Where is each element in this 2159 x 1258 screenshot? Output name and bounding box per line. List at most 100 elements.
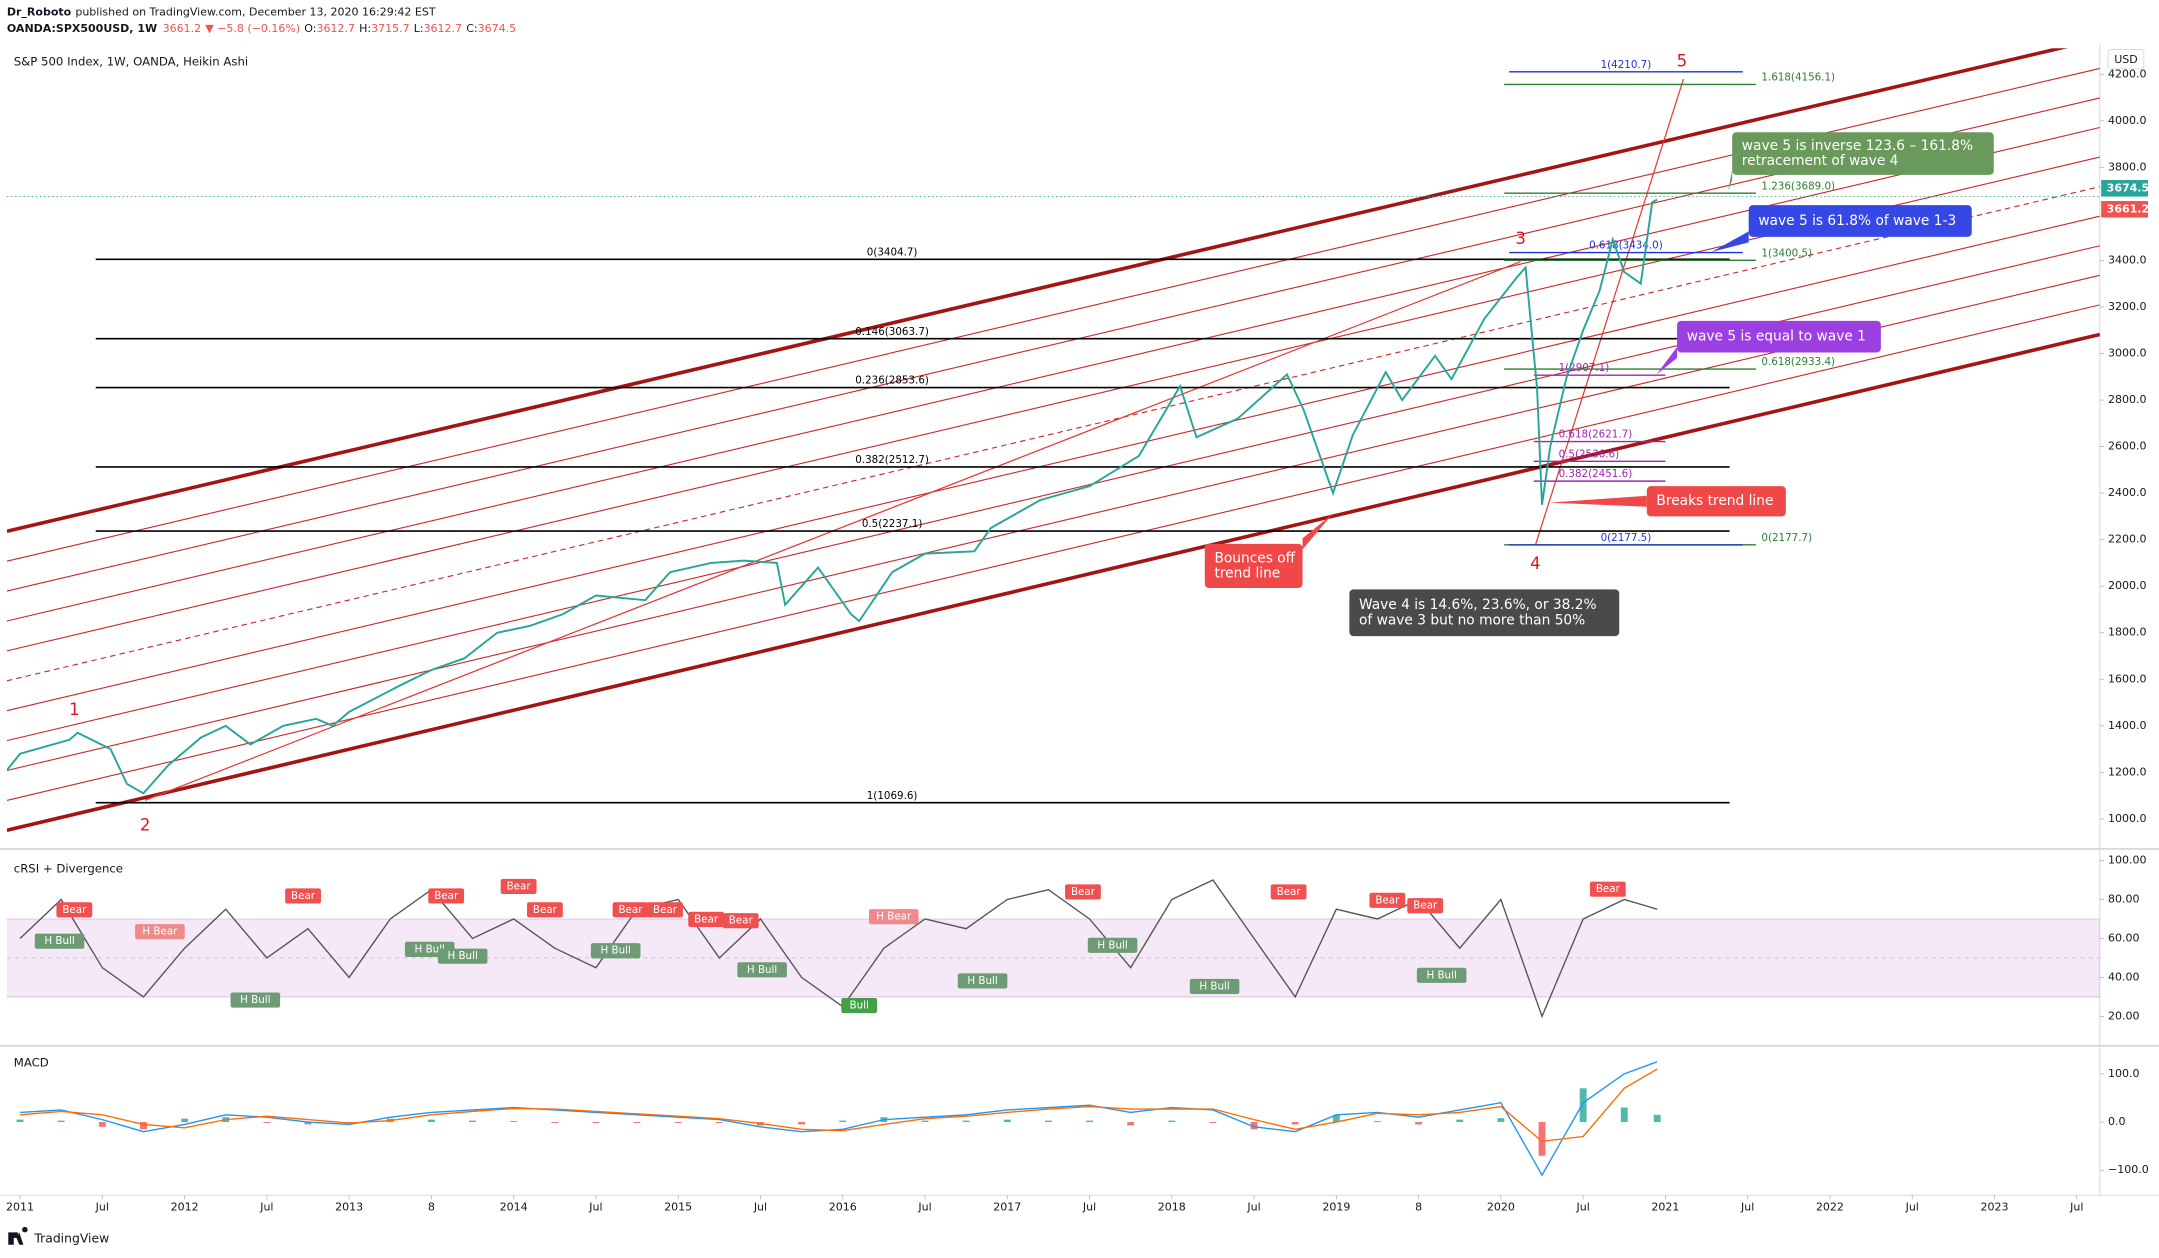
fib-label: 1(2907.1) <box>1559 362 1610 374</box>
ohlc-key: L: <box>414 22 424 35</box>
signal-label: H Bull <box>44 935 74 947</box>
histogram-bar <box>1579 1088 1587 1123</box>
macd-line <box>19 1068 1658 1143</box>
fib-label: 1.618(4156.1) <box>1761 72 1835 84</box>
callout-text: wave 5 is equal to wave 1 <box>1687 329 1866 345</box>
signal-label: Bear <box>62 904 87 916</box>
histogram-bar <box>1620 1107 1628 1123</box>
y-tick-label: 20.00 <box>2108 1009 2140 1022</box>
signal-box <box>135 924 185 940</box>
signal-label: Bear <box>1071 886 1096 898</box>
signal-box <box>647 902 683 918</box>
histogram-bar <box>181 1118 189 1123</box>
signal-label: H Bull <box>240 994 270 1006</box>
ohlc-key: C: <box>466 22 477 35</box>
x-tick-label: 2017 <box>993 1201 1021 1214</box>
histogram-bar <box>1653 1114 1661 1123</box>
symbol: OANDA:SPX500USD, 1W <box>7 22 157 35</box>
signal-label: Bear <box>1413 900 1438 912</box>
signal-label: H Bull <box>747 964 777 976</box>
signal-box <box>1065 884 1101 900</box>
fib-label: 1(4210.7) <box>1601 59 1652 71</box>
x-tick-label: Jul <box>1740 1201 1754 1214</box>
x-tick-label: Jul <box>259 1201 273 1214</box>
currency-box[interactable] <box>2107 49 2145 70</box>
price-tag <box>2101 201 2148 218</box>
pane-title: S&P 500 Index, 1W, OANDA, Heikin Ashi <box>14 54 248 68</box>
y-tick-label: 1200.0 <box>2108 765 2147 778</box>
histogram-bar <box>592 1122 600 1124</box>
y-tick-label: 3400.0 <box>2108 253 2147 266</box>
y-tick-label: 2400.0 <box>2108 486 2147 499</box>
fib-label: 1(3400.5) <box>1761 247 1812 259</box>
signal-box <box>590 943 641 959</box>
signal-label: H Bear <box>876 911 912 923</box>
histogram-bar <box>1086 1120 1093 1123</box>
callout-text: Breaks trend line <box>1656 493 1773 509</box>
signal-label: Bear <box>291 890 316 902</box>
histogram-bar <box>1332 1114 1340 1123</box>
x-tick-label: 8 <box>1415 1201 1422 1214</box>
y-tick-label: 0.0 <box>2108 1115 2126 1128</box>
x-tick-label: Jul <box>95 1201 109 1214</box>
wave-label: 2 <box>140 816 151 835</box>
fib-label: 0.236(2853.6) <box>855 375 929 387</box>
signal-label: Bear <box>618 904 643 916</box>
signal-box <box>612 902 649 918</box>
histogram-bar <box>1538 1122 1546 1156</box>
signal-box <box>1189 978 1240 994</box>
ohlc-key: O: <box>304 22 316 35</box>
histogram-bar <box>674 1122 682 1124</box>
author: Dr_Roboto <box>7 5 72 18</box>
fib-label: 0.5(2536.6) <box>1559 448 1620 460</box>
x-tick-label: Jul <box>1082 1201 1096 1214</box>
y-tick-label: 60.00 <box>2108 931 2140 944</box>
last-price: 3661.2 <box>163 22 201 35</box>
signal-label: H Bull <box>415 943 445 955</box>
callout-box <box>1349 589 1620 637</box>
signal-box <box>527 902 563 918</box>
histogram-bar <box>962 1120 970 1123</box>
channel-line <box>6 274 2100 772</box>
histogram-bar <box>140 1122 147 1130</box>
histogram-bar <box>510 1121 518 1123</box>
histogram-bar <box>1497 1118 1505 1123</box>
signal-label: Bear <box>434 890 459 902</box>
channel-boundary <box>6 332 2100 833</box>
y-tick-label: 1400.0 <box>2108 719 2147 732</box>
fib-label: 0.618(2621.7) <box>1559 429 1633 441</box>
y-tick-label: 100.00 <box>2108 854 2147 867</box>
channel-line <box>6 156 2100 652</box>
histogram-bar <box>427 1119 435 1123</box>
signal-label: H Bull <box>447 950 477 962</box>
ohlc-value: 3612.7 <box>316 22 354 35</box>
y-tick-label: −100.0 <box>2108 1163 2149 1176</box>
x-tick-label: 2016 <box>829 1201 857 1214</box>
signal-box <box>1087 937 1138 953</box>
x-tick-label: 2020 <box>1487 1201 1515 1214</box>
signal-box <box>1416 967 1467 983</box>
histogram-bar <box>633 1122 641 1124</box>
y-tick-label: 2600.0 <box>2108 440 2147 453</box>
channel-line <box>6 186 2100 682</box>
ohlc-value: 3674.5 <box>478 22 517 35</box>
x-tick-label: 2012 <box>171 1201 199 1214</box>
fib-label: 0.382(2451.6) <box>1559 468 1633 480</box>
signal-label: Bear <box>729 915 754 927</box>
signal-box <box>1270 884 1307 900</box>
histogram-bar <box>1374 1121 1381 1123</box>
x-tick-label: 2011 <box>6 1201 34 1214</box>
signal-box <box>737 962 787 978</box>
y-tick-label: 4000.0 <box>2108 114 2147 127</box>
x-tick-label: Jul <box>1905 1201 1919 1214</box>
ohlc-value: 3715.7 <box>371 22 410 35</box>
signal-box <box>56 902 93 918</box>
histogram-bar <box>1003 1119 1011 1123</box>
histogram-bar <box>1168 1120 1176 1123</box>
publish-info: Dr_Roboto published on TradingView.com, D… <box>7 5 436 18</box>
fib-label: 0(2177.7) <box>1761 532 1812 544</box>
wave-label: 4 <box>1530 554 1541 573</box>
x-tick-label: Jul <box>753 1201 767 1214</box>
